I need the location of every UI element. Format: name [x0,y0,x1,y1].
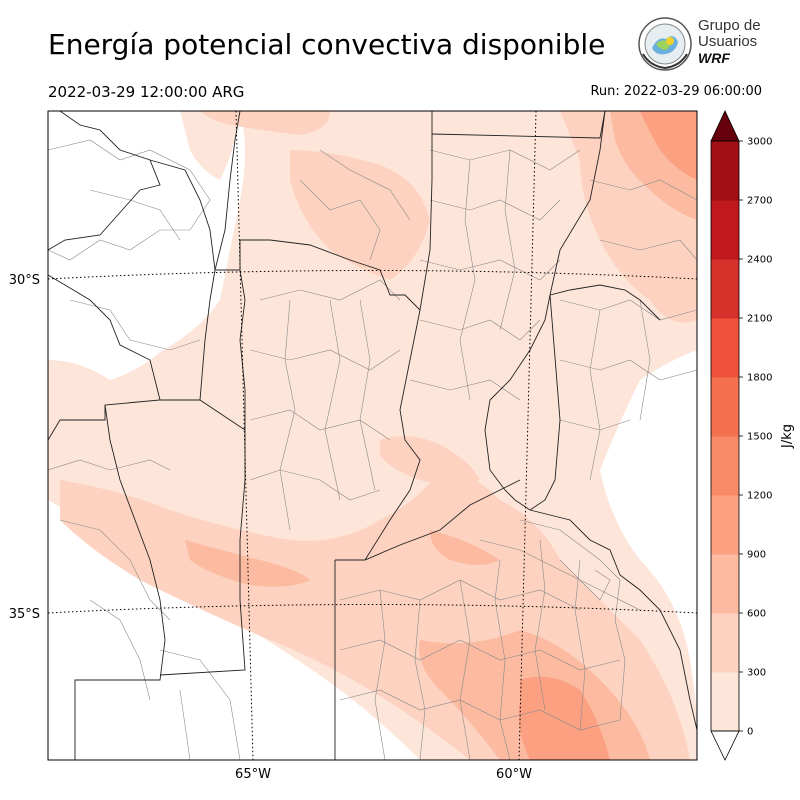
colorbar-tick-label: 2100 [747,314,772,325]
colorbar-block [711,377,739,437]
colorbar-block [711,436,739,496]
colorbar-block [711,495,739,555]
graticule [48,111,697,760]
colorbar-tick-label: 300 [747,668,766,679]
map-title: Energía potencial convectiva disponible [48,28,606,61]
colorbar-block [711,318,739,378]
cape-field [48,111,697,760]
colorbar-block [711,672,739,732]
colorbar-tick-label: 2700 [747,196,772,207]
colorbar: 0 300 600 900 1200 1500 1800 2100 2400 2700 3000 J… [710,110,795,761]
run-time: Run: 2022-03-29 06:00:00 [590,84,762,99]
colorbar-tick-label: 0 [747,727,753,738]
logo-line-2: Usuarios [698,33,758,50]
colorbar-block [711,141,739,201]
colorbar-tick-label: 900 [747,550,766,561]
lon-label-65w: 65°W [235,767,271,782]
colorbar-ticks: 0 300 600 900 1200 1500 1800 2100 2400 2700 3000 [739,137,772,738]
colorbar-tick-label: 1800 [747,373,772,384]
logo-line-1: Grupo de [698,17,761,34]
colorbar-tick-label: 1200 [747,491,772,502]
colorbar-block [711,200,739,260]
colorbar-tick-label: 3000 [747,137,772,148]
colorbar-block [711,613,739,673]
valid-time: 2022-03-29 12:00:00 ARG [48,83,245,101]
lon-label-60w: 60°W [496,767,532,782]
colorbar-extend-high [710,110,740,142]
colorbar-extend-low [710,730,740,761]
colorbar-unit: J/kg [780,424,795,449]
colorbar-tick-label: 2400 [747,255,772,266]
lat-label-35s: 35°S [9,607,40,622]
globe-seal-icon [638,17,692,71]
map-frame [47,110,698,761]
lat-label-30s: 30°S [9,273,40,288]
colorbar-block [711,259,739,319]
logo-line-3: WRF [698,50,730,66]
colorbar-block [711,554,739,614]
colorbar-tick-label: 1500 [747,432,772,443]
colorbar-tick-label: 600 [747,609,766,620]
colorbar-blocks [711,141,739,732]
province-borders [48,111,697,760]
department-borders [48,139,697,760]
logo: Grupo de Usuarios WRF [636,14,766,76]
